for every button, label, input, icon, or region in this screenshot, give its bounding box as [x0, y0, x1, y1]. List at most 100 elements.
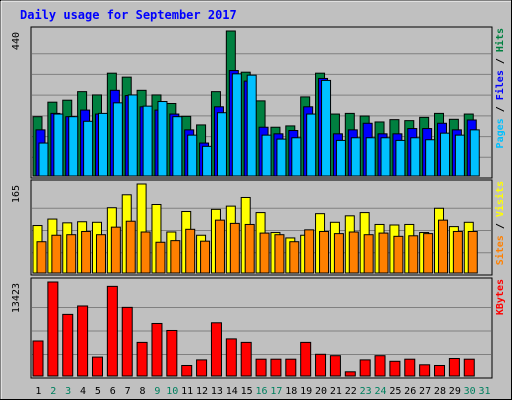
axis-label-part: Visits	[494, 181, 506, 217]
bar-pages-day-16	[261, 134, 272, 177]
bar-sites-day-23	[363, 234, 374, 274]
panel-middle-axis-label: Sites / Visits	[494, 181, 506, 265]
bar-sites-day-10	[170, 240, 181, 274]
bar-sites-day-2	[51, 234, 62, 274]
bar-pages-day-11	[187, 134, 198, 177]
bar-pages-day-12	[202, 145, 213, 177]
bar-pages-day-23	[365, 137, 376, 177]
x-tick-label-20: 20	[315, 386, 327, 397]
chart-title: Daily usage for September 2017	[20, 8, 237, 22]
bar-pages-day-2	[53, 113, 64, 177]
axis-label-part: Sites	[494, 235, 506, 265]
x-tick-label-27: 27	[419, 386, 431, 397]
x-tick-label-29: 29	[449, 386, 461, 397]
bar-kbytes-day-17	[270, 358, 282, 377]
bar-kbytes-day-9	[151, 322, 163, 377]
bar-kbytes-day-24	[374, 355, 386, 377]
bar-kbytes-day-15	[240, 341, 252, 377]
panel-top-axis-label: Pages / Files / Hits	[494, 28, 506, 148]
bar-kbytes-day-28	[434, 364, 446, 377]
bar-kbytes-day-10	[166, 329, 178, 377]
bar-pages-day-9	[157, 101, 168, 177]
bar-sites-day-7	[125, 220, 136, 274]
bar-pages-day-14	[231, 73, 242, 177]
bar-sites-day-21	[333, 233, 344, 274]
panel-top-max-label: 440	[11, 32, 22, 50]
bar-sites-day-22	[348, 231, 359, 274]
x-tick-label-24: 24	[374, 386, 386, 397]
x-tick-label-11: 11	[181, 386, 193, 397]
bar-pages-day-13	[216, 112, 227, 177]
bar-sites-day-16	[259, 232, 270, 274]
bar-sites-day-25	[393, 235, 404, 274]
bar-kbytes-day-12	[196, 359, 208, 377]
bar-sites-day-19	[304, 229, 315, 274]
x-tick-label-30: 30	[464, 386, 476, 397]
panel-middle: 165 Sites / Visits	[11, 179, 506, 276]
x-tick-label-25: 25	[389, 386, 401, 397]
bar-pages-day-28	[440, 132, 451, 177]
bar-pages-day-27	[425, 139, 436, 177]
bar-pages-day-20	[321, 79, 332, 177]
bar-kbytes-day-11	[181, 364, 193, 377]
x-tick-label-16: 16	[255, 386, 267, 397]
x-tick-label-4: 4	[80, 386, 86, 397]
bar-sites-day-5	[95, 234, 106, 274]
bar-sites-day-29	[452, 230, 463, 274]
x-tick-label-17: 17	[270, 386, 282, 397]
bar-pages-day-24	[380, 137, 391, 177]
bar-pages-day-29	[454, 134, 465, 177]
bar-sites-day-20	[319, 230, 330, 274]
axis-label-part: Hits	[494, 28, 506, 52]
bar-sites-day-30	[467, 230, 478, 274]
panel-middle-max-label: 165	[11, 185, 22, 203]
bar-sites-day-27	[423, 233, 434, 274]
bar-sites-day-1	[36, 241, 47, 274]
bar-pages-day-7	[127, 94, 138, 177]
x-tick-label-23: 23	[360, 386, 372, 397]
bar-pages-day-4	[83, 120, 94, 177]
x-tick-label-3: 3	[65, 386, 71, 397]
bar-kbytes-day-22	[344, 371, 356, 377]
axis-label-part: Pages	[495, 118, 506, 148]
bar-sites-day-12	[200, 240, 211, 274]
bar-sites-day-18	[289, 241, 300, 274]
x-tick-label-6: 6	[110, 386, 116, 397]
bar-kbytes-day-13	[210, 322, 222, 377]
axis-label-part: /	[495, 52, 506, 70]
panel-bottom-axis-label: KBytes	[495, 279, 506, 315]
bar-pages-day-30	[469, 129, 480, 177]
x-tick-label-19: 19	[300, 386, 312, 397]
bar-kbytes-day-1	[32, 340, 44, 377]
bar-kbytes-day-16	[255, 358, 267, 377]
bar-kbytes-day-2	[47, 281, 59, 377]
bar-kbytes-day-19	[300, 341, 312, 377]
bar-kbytes-day-27	[419, 364, 431, 377]
bar-kbytes-day-5	[91, 356, 103, 377]
bar-pages-day-3	[68, 116, 79, 177]
x-tick-label-13: 13	[211, 386, 223, 397]
bar-pages-day-15	[246, 74, 257, 177]
bar-pages-day-21	[335, 139, 346, 177]
bar-pages-day-22	[350, 137, 361, 177]
bar-pages-day-18	[291, 137, 302, 177]
bar-pages-day-10	[172, 116, 183, 177]
bar-sites-day-13	[214, 219, 225, 274]
bar-kbytes-day-4	[77, 305, 89, 377]
panel-top: 440 Pages / Files / Hits	[11, 26, 506, 179]
x-tick-label-8: 8	[140, 386, 146, 397]
bar-sites-day-24	[378, 232, 389, 274]
x-tick-label-14: 14	[226, 386, 238, 397]
bar-sites-day-14	[229, 222, 240, 274]
bar-sites-day-9	[155, 241, 166, 274]
bar-pages-day-6	[112, 102, 123, 177]
bar-sites-day-3	[66, 234, 77, 274]
axis-label-part: /	[495, 100, 506, 118]
x-tick-label-28: 28	[434, 386, 446, 397]
bar-sites-day-15	[244, 223, 255, 274]
bar-kbytes-day-3	[62, 313, 74, 377]
bar-kbytes-day-20	[315, 353, 327, 377]
x-tick-label-1: 1	[35, 386, 41, 397]
x-tick-label-26: 26	[404, 386, 416, 397]
